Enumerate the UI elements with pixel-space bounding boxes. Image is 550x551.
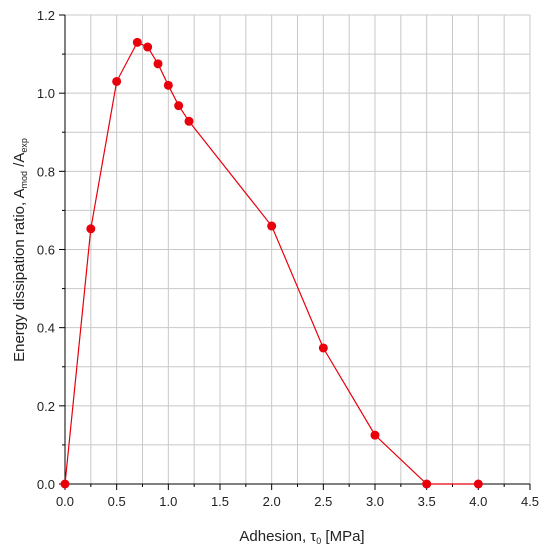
x-tick-label: 2.5 (314, 494, 332, 509)
data-point (184, 116, 194, 126)
series-line (64, 41, 479, 485)
y-tick-label: 0.4 (37, 321, 55, 336)
data-point (473, 479, 483, 489)
data-point (174, 101, 184, 111)
data-point (318, 343, 328, 353)
x-tick-label: 0.0 (56, 494, 74, 509)
data-point (422, 479, 432, 489)
data-point (267, 221, 277, 231)
y-tick-label: 0.0 (37, 477, 55, 492)
x-tick-label: 1.0 (159, 494, 177, 509)
grid (65, 14, 531, 484)
x-tick-label: 2.0 (263, 494, 281, 509)
tick-labels: 0.0 0.5 1.0 1.5 2.0 2.5 3.0 3.5 4.0 4.5 0.0 0.2 0.4 0… (37, 8, 539, 509)
y-axis-label: Energy dissipation ratio, Amod /Aexp (11, 138, 29, 362)
x-tick-label: 4.0 (469, 494, 487, 509)
x-tick-label: 3.0 (366, 494, 384, 509)
data-point (143, 42, 153, 52)
x-tick-label: 1.5 (211, 494, 229, 509)
data-point (60, 479, 70, 489)
x-tick-label: 3.5 (418, 494, 436, 509)
data-point (132, 37, 142, 47)
axes (59, 14, 531, 490)
y-tick-label: 1.0 (37, 86, 55, 101)
data-point (86, 224, 96, 234)
y-tick-label: 0.2 (37, 399, 55, 414)
x-tick-label: 4.5 (521, 494, 539, 509)
data-series (60, 37, 483, 489)
y-tick-label: 0.6 (37, 243, 55, 258)
y-tick-label: 0.8 (37, 164, 55, 179)
data-point (370, 430, 380, 440)
data-point (153, 59, 163, 69)
x-tick-label: 0.5 (108, 494, 126, 509)
y-tick-label: 1.2 (37, 8, 55, 23)
data-point (163, 80, 173, 90)
data-point (112, 76, 122, 86)
x-axis-label: Adhesion, τ0 [MPa] (239, 528, 364, 546)
